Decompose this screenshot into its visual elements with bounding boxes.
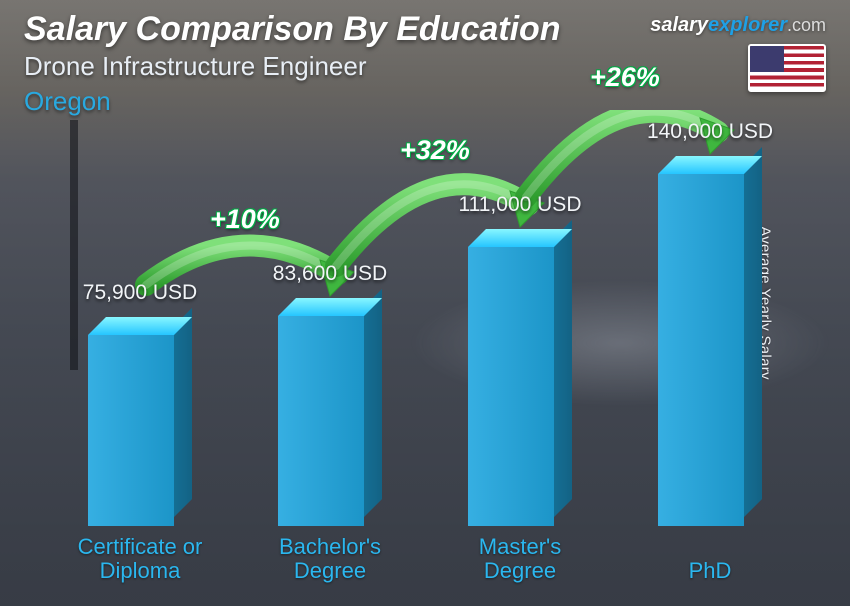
bar-top [278,298,382,316]
increment-pct-label: +10% [210,204,280,235]
title-block: Salary Comparison By Education Drone Inf… [24,10,561,117]
bar [88,335,192,526]
page-title: Salary Comparison By Education [24,10,561,49]
bar [658,174,762,526]
infographic-stage: Salary Comparison By Education Drone Inf… [0,0,850,606]
bar-value-label: 83,600 USD [273,262,387,286]
bar-category-label: Bachelor's Degree [279,535,381,584]
bar-side [174,308,192,517]
bar-group: 83,600 USD Bachelor's Degree [240,110,420,590]
bar-group: 75,900 USD Certificate or Diploma [50,110,230,590]
bar-front [468,247,554,526]
bar-side [744,147,762,517]
bar-front [278,316,364,526]
bar-front [88,335,174,526]
increment-pct-label: +32% [400,135,470,166]
bar-top [88,317,192,335]
bar-front [658,174,744,526]
bar [468,247,572,526]
bar-side [554,220,572,517]
brand-part3: .com [787,15,826,35]
bar-value-label: 111,000 USD [459,193,582,217]
page-subtitle: Drone Infrastructure Engineer [24,51,561,82]
brand-logo: salaryexplorer.com [650,14,826,37]
bar-value-label: 75,900 USD [83,281,197,305]
increment-pct-label: +26% [590,62,660,93]
salary-bar-chart: 75,900 USD Certificate or Diploma 83,600 U… [40,110,790,590]
bar-side [364,289,382,517]
bar-group: 140,000 USD PhD [620,110,800,590]
bar-top [658,156,762,174]
flag-icon [748,44,826,92]
brand-part1: salary [650,14,708,36]
bar-top [468,229,572,247]
bar-category-label: PhD [689,559,732,584]
bar [278,316,382,526]
bar-value-label: 140,000 USD [647,120,773,144]
bar-category-label: Certificate or Diploma [78,535,203,584]
bar-category-label: Master's Degree [479,535,561,584]
bar-group: 111,000 USD Master's Degree [430,110,610,590]
brand-part2: explorer [708,14,787,36]
